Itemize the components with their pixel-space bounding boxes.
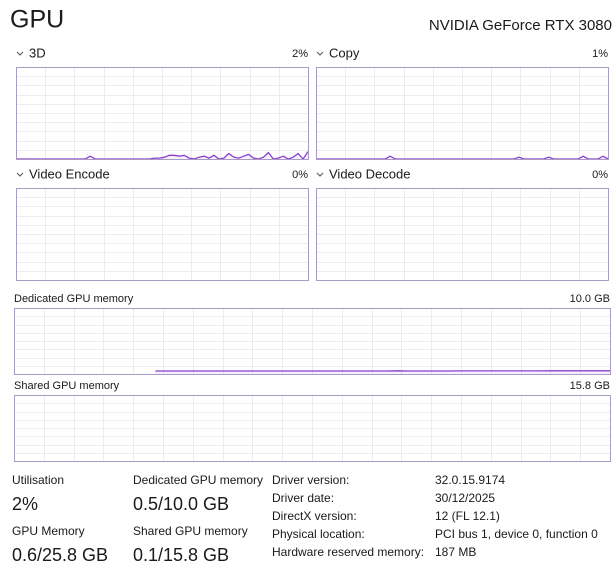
device-name: NVIDIA GeForce RTX 3080 [429, 17, 612, 34]
detail-label: Hardware reserved memory: [272, 545, 424, 559]
collapse-chevron[interactable] [17, 173, 23, 176]
stat-label: Utilisation [12, 473, 64, 487]
stat-value: 0.5/10.0 GB [133, 494, 229, 514]
detail-label: Driver date: [272, 491, 334, 505]
page-title: GPU [10, 6, 64, 34]
engine-usage: 1% [592, 48, 608, 60]
engine-name[interactable]: Copy [329, 45, 360, 60]
memory-name: Dedicated GPU memory [14, 293, 134, 305]
memory-capacity: 10.0 GB [570, 293, 610, 305]
stat-label: Shared GPU memory [133, 524, 248, 538]
engine-usage: 0% [592, 169, 608, 181]
engine-name[interactable]: Video Decode [329, 166, 410, 181]
stat-value: 0.1/15.8 GB [133, 545, 229, 565]
detail-value: 30/12/2025 [435, 491, 495, 505]
engine-name[interactable]: Video Encode [29, 166, 110, 181]
detail-value: 12 (FL 12.1) [435, 509, 500, 523]
engine-usage: 2% [292, 48, 308, 60]
collapse-chevron[interactable] [317, 52, 323, 55]
detail-value: 187 MB [435, 545, 476, 559]
memory-capacity: 15.8 GB [570, 380, 610, 392]
stat-value: 2% [12, 494, 38, 514]
memory-name: Shared GPU memory [14, 380, 120, 392]
stat-label: Dedicated GPU memory [133, 473, 263, 487]
collapse-chevron[interactable] [317, 173, 323, 176]
stat-label: GPU Memory [12, 524, 85, 538]
detail-label: Driver version: [272, 473, 349, 487]
detail-value: PCI bus 1, device 0, function 0 [435, 527, 598, 541]
stat-value: 0.6/25.8 GB [12, 545, 108, 565]
engine-usage: 0% [292, 169, 308, 181]
detail-label: DirectX version: [272, 509, 357, 523]
detail-value: 32.0.15.9174 [435, 473, 505, 487]
engine-name[interactable]: 3D [29, 45, 46, 60]
detail-label: Physical location: [272, 527, 365, 541]
collapse-chevron[interactable] [17, 52, 23, 55]
